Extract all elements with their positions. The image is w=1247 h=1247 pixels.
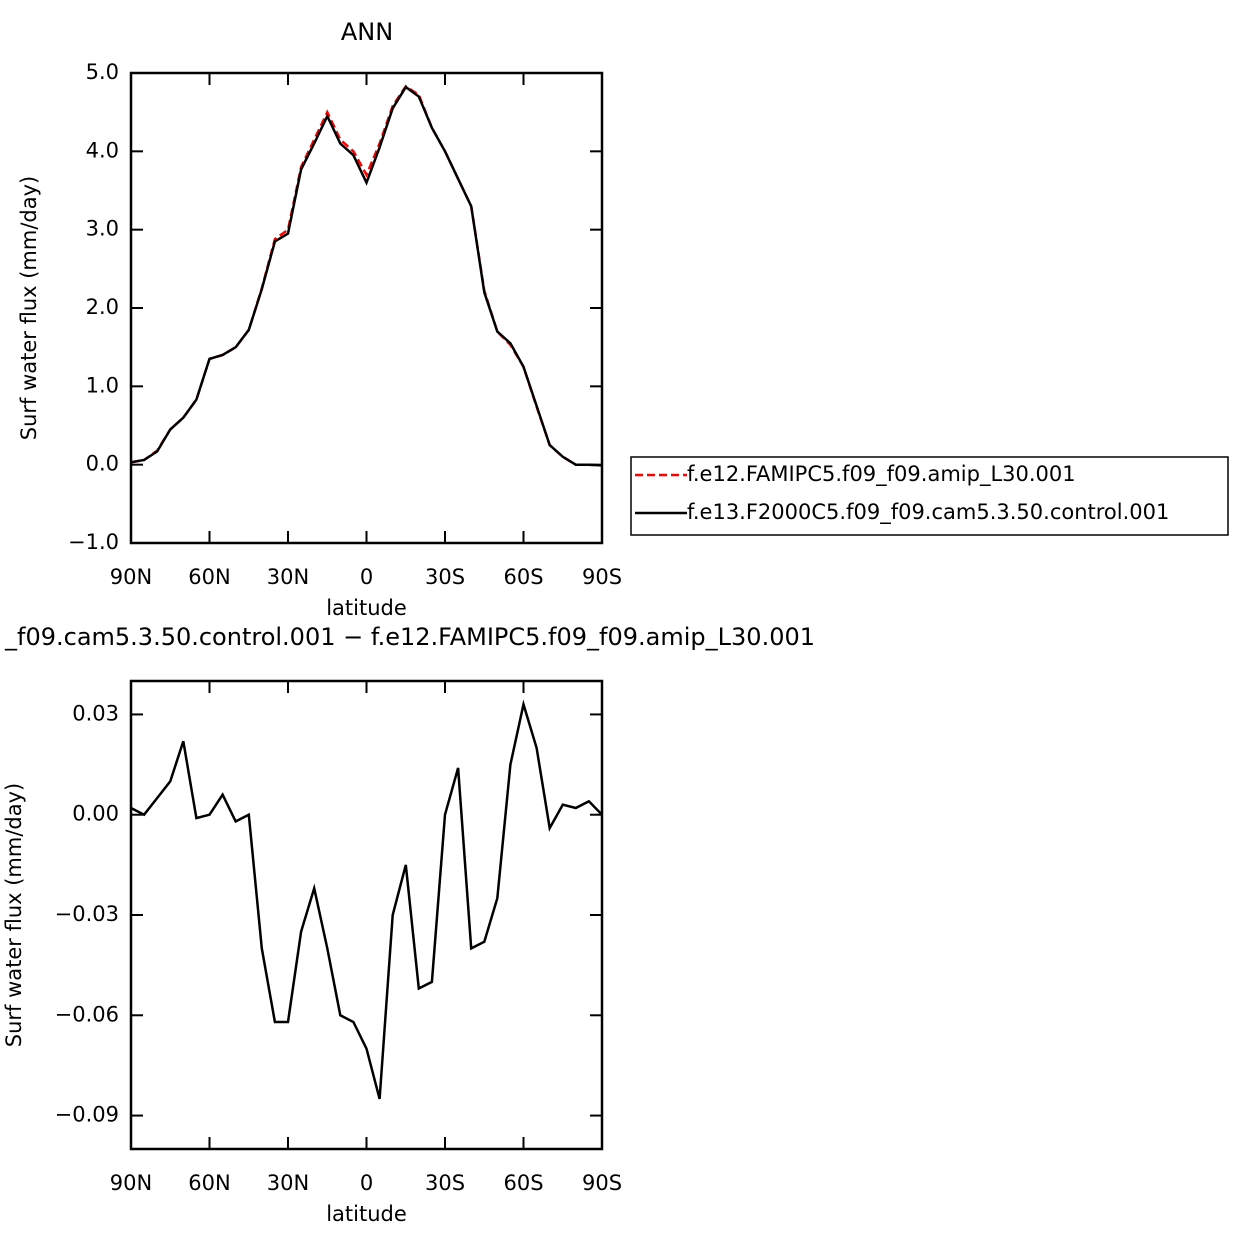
x-tick-label: 30S: [425, 565, 465, 589]
legend-box: [630, 456, 1229, 536]
y-tick-label: −0.06: [55, 1002, 119, 1026]
y-tick-label: 4.0: [86, 138, 119, 162]
y-axis-label: Surf water flux (mm/day): [2, 783, 26, 1048]
y-tick-label: 1.0: [86, 373, 119, 397]
x-tick-label: 90S: [582, 565, 622, 589]
y-tick-label: 0.0: [86, 452, 119, 476]
legend-label: f.e13.F2000C5.f09_f09.cam5.3.50.control.…: [687, 500, 1169, 525]
x-tick-label: 0: [360, 1171, 373, 1195]
data-line: [130, 84, 603, 467]
x-tick-label: 0: [360, 565, 373, 589]
legend-label: f.e12.FAMIPC5.f09_f09.amip_L30.001: [687, 462, 1076, 487]
x-tick-label: 90N: [110, 565, 152, 589]
plot-frame: [129, 679, 604, 1151]
y-tick-label: 0.00: [72, 802, 119, 826]
x-axis-label: latitude: [326, 596, 407, 620]
x-tick-label: 60N: [188, 565, 230, 589]
x-tick-label: 60N: [188, 1171, 230, 1195]
x-tick-label: 30N: [267, 565, 309, 589]
data-line: [130, 699, 603, 1100]
y-tick-label: 5.0: [86, 60, 119, 84]
x-tick-label: 60S: [503, 565, 543, 589]
y-tick-label: 3.0: [86, 217, 119, 241]
y-axis-label: Surf water flux (mm/day): [17, 176, 41, 441]
y-tick-label: −0.09: [55, 1103, 119, 1127]
x-tick-label: 30S: [425, 1171, 465, 1195]
y-tick-label: −0.03: [55, 902, 119, 926]
data-line: [130, 85, 603, 467]
y-tick-label: −1.0: [68, 530, 119, 554]
y-tick-label: 2.0: [86, 295, 119, 319]
x-tick-label: 90S: [582, 1171, 622, 1195]
plot-frame: [129, 71, 604, 545]
x-tick-label: 60S: [503, 1171, 543, 1195]
legend: f.e12.FAMIPC5.f09_f09.amip_L30.001 f.e13.…: [630, 456, 1229, 536]
chart-title: ANN: [341, 18, 393, 46]
chart-title: _f09.cam5.3.50.control.001 − f.e12.FAMIP…: [4, 623, 815, 651]
x-axis-label: latitude: [326, 1202, 407, 1226]
x-tick-label: 30N: [267, 1171, 309, 1195]
y-tick-label: 0.03: [72, 701, 119, 725]
x-tick-label: 90N: [110, 1171, 152, 1195]
